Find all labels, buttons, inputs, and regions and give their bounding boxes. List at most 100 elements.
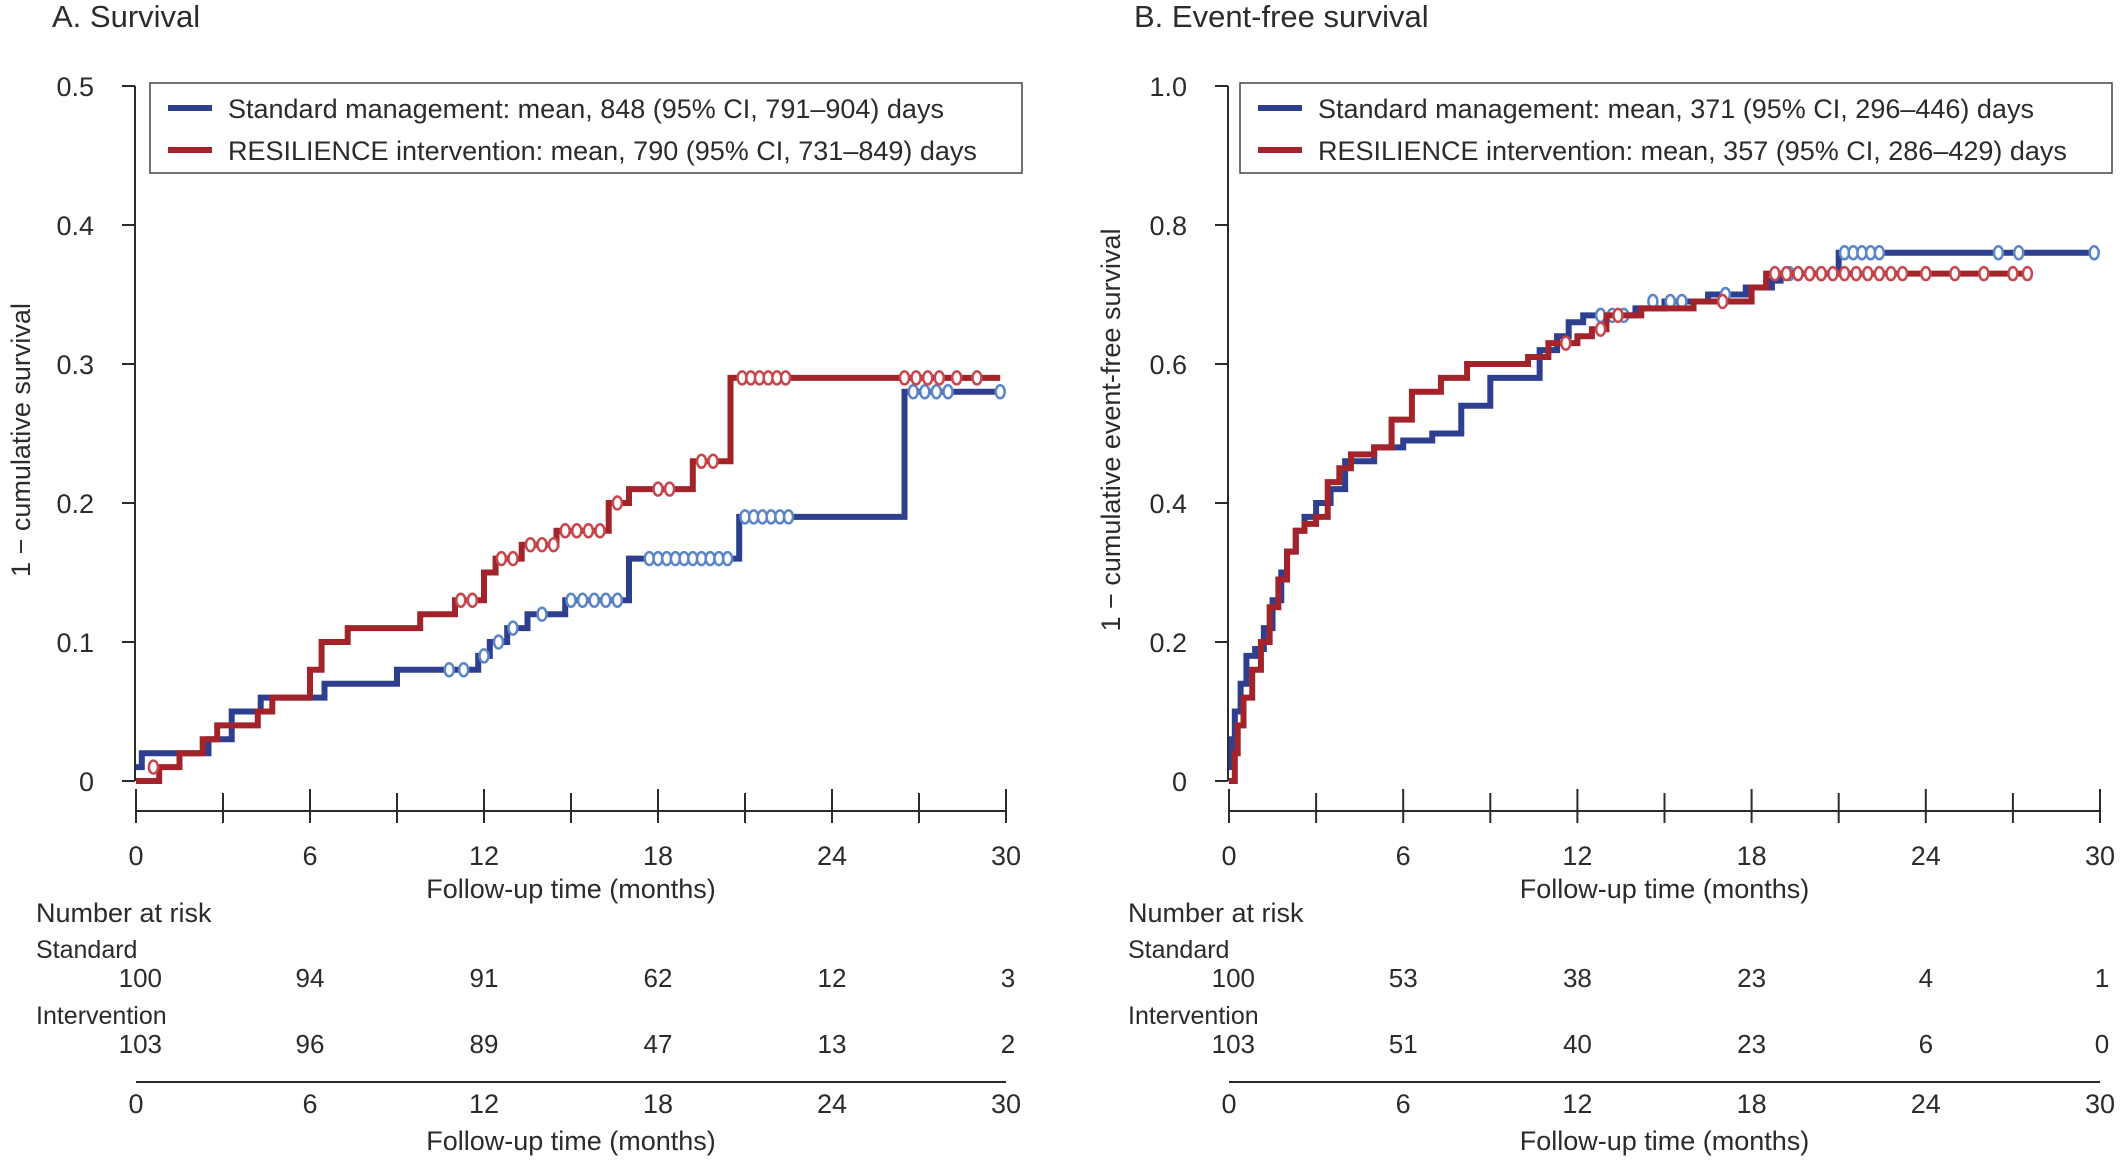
risk-axis-tick-label: 18 xyxy=(1737,1089,1767,1119)
censor-mark-intervention xyxy=(1560,335,1572,351)
censor-mark-intervention xyxy=(455,592,467,609)
censor-mark-intervention xyxy=(594,523,606,539)
censor-mark-standard xyxy=(2012,245,2025,261)
censor-mark-standard xyxy=(588,592,600,609)
x-tick-label: 30 xyxy=(2085,841,2115,871)
risk-value: 0 xyxy=(2095,1029,2109,1059)
risk-value: 40 xyxy=(1563,1029,1592,1059)
risk-row-label: Standard xyxy=(36,936,137,964)
censor-mark-intervention xyxy=(2007,265,2019,282)
y-tick-label: 0.4 xyxy=(56,211,94,241)
x-tick-label: 0 xyxy=(1221,841,1236,871)
risk-value: 12 xyxy=(818,963,847,993)
x-tick-label: 18 xyxy=(643,841,673,871)
censor-mark-intervention xyxy=(1792,265,1804,282)
censor-mark-intervention xyxy=(536,536,548,553)
censor-mark-intervention xyxy=(559,523,571,539)
risk-value: 53 xyxy=(1389,963,1418,993)
risk-row-label: Intervention xyxy=(1128,1002,1259,1030)
censor-mark-standard xyxy=(930,384,943,400)
censor-mark-intervention xyxy=(1803,265,1816,282)
censor-mark-standard xyxy=(721,550,734,567)
censor-mark-intervention xyxy=(933,370,946,386)
censor-mark-intervention xyxy=(1612,307,1624,324)
censor-mark-intervention xyxy=(1885,265,1897,282)
risk-axis-tick-label: 12 xyxy=(469,1089,499,1119)
legend-entry: RESILIENCE intervention: mean, 357 (95% … xyxy=(1318,136,2067,166)
censor-mark-intervention xyxy=(571,523,583,539)
censor-mark-standard xyxy=(942,384,954,400)
legend-entry: RESILIENCE intervention: mean, 790 (95% … xyxy=(228,136,977,166)
censor-mark-standard xyxy=(1873,245,1886,261)
y-tick-label: 0.6 xyxy=(1149,350,1187,380)
censor-mark-standard xyxy=(907,384,919,400)
censor-mark-intervention xyxy=(2021,265,2034,282)
risk-value: 4 xyxy=(1919,963,1933,993)
risk-axis-label: Follow-up time (months) xyxy=(426,1126,716,1156)
censor-mark-intervention xyxy=(147,759,160,775)
risk-axis-tick-label: 30 xyxy=(991,1089,1021,1119)
risk-row-label: Standard xyxy=(1128,936,1229,964)
censor-mark-intervention xyxy=(971,370,983,386)
legend-box xyxy=(149,82,1023,174)
risk-value: 23 xyxy=(1737,963,1766,993)
risk-value: 91 xyxy=(470,963,499,993)
y-axis-label: 1 − cumulative event-free survival xyxy=(1096,229,1126,632)
censor-mark-intervention xyxy=(1838,265,1851,282)
y-tick-label: 0.2 xyxy=(1149,628,1187,658)
risk-value: 1 xyxy=(2095,963,2109,993)
x-tick-label: 6 xyxy=(1396,841,1411,871)
censor-mark-intervention xyxy=(1873,265,1886,282)
series-line-intervention xyxy=(136,374,1001,784)
censor-mark-intervention xyxy=(1815,265,1828,282)
risk-axis-tick-label: 6 xyxy=(302,1089,317,1119)
risk-value: 62 xyxy=(644,963,673,993)
censor-mark-intervention xyxy=(1850,265,1862,282)
censor-mark-intervention xyxy=(1896,265,1909,282)
risk-value: 38 xyxy=(1563,963,1592,993)
risk-axis-tick-label: 0 xyxy=(1221,1089,1236,1119)
chart-title: A. Survival xyxy=(52,0,200,34)
risk-axis-label: Follow-up time (months) xyxy=(1520,1126,1810,1156)
y-tick-label: 0.3 xyxy=(56,350,94,380)
legend-entry: Standard management: mean, 371 (95% CI, … xyxy=(1318,94,2034,124)
series-line-standard xyxy=(1228,249,2095,771)
censor-mark-intervention xyxy=(921,370,934,386)
risk-value: 94 xyxy=(296,963,325,993)
censor-mark-standard xyxy=(611,592,624,609)
chart-title: B. Event-free survival xyxy=(1134,0,1429,34)
censor-mark-intervention xyxy=(507,550,519,567)
risk-value: 103 xyxy=(119,1029,162,1059)
censor-mark-standard xyxy=(492,634,505,650)
x-tick-label: 12 xyxy=(1562,841,1592,871)
x-tick-label: 18 xyxy=(1737,841,1767,871)
censor-mark-standard xyxy=(457,662,470,678)
censor-mark-standard xyxy=(1992,245,2005,261)
censor-mark-standard xyxy=(782,509,795,525)
risk-row-label: Intervention xyxy=(36,1002,167,1030)
x-tick-label: 0 xyxy=(128,841,143,871)
risk-value: 103 xyxy=(1212,1029,1255,1059)
censor-mark-intervention xyxy=(611,495,624,511)
y-tick-label: 0.8 xyxy=(1149,211,1187,241)
censor-mark-standard xyxy=(600,592,612,609)
x-tick-label: 12 xyxy=(469,841,499,871)
y-tick-label: 0.4 xyxy=(1149,489,1187,519)
risk-axis-tick-label: 30 xyxy=(2085,1089,2115,1119)
risk-value: 47 xyxy=(644,1029,673,1059)
risk-value: 3 xyxy=(1001,963,1015,993)
censor-mark-standard xyxy=(478,648,490,664)
risk-table-header: Number at risk xyxy=(36,898,212,928)
event-free-survival-panel: B. Event-free survival 0 0.2 0.4 0.6 0.8 1.0 1 … xyxy=(1096,0,2115,1156)
censor-mark-intervention xyxy=(1594,321,1607,337)
censor-mark-intervention xyxy=(652,481,664,497)
censor-mark-intervention xyxy=(950,370,963,386)
y-tick-label: 1.0 xyxy=(1149,72,1187,102)
censor-mark-intervention xyxy=(898,370,911,386)
censor-mark-intervention xyxy=(910,370,922,386)
risk-value: 96 xyxy=(296,1029,325,1059)
censor-mark-standard xyxy=(443,662,455,678)
x-tick-label: 30 xyxy=(991,841,1021,871)
censor-mark-standard xyxy=(2088,245,2100,261)
risk-value: 2 xyxy=(1001,1029,1015,1059)
